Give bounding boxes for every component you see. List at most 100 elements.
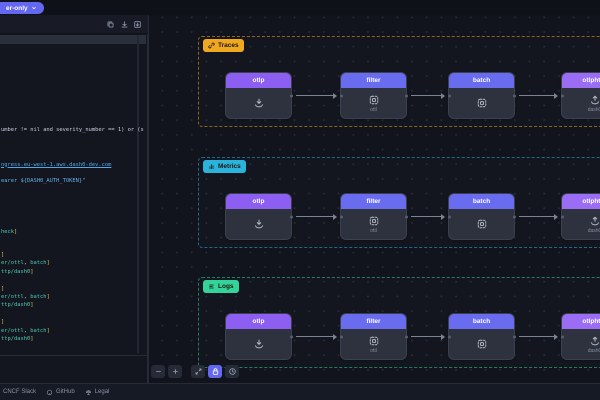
current-line-highlight (0, 35, 146, 44)
code-text: , (23, 260, 27, 267)
copy-icon (106, 20, 115, 29)
connection-handle (339, 215, 343, 218)
node-body (449, 209, 514, 239)
node-header: filter (341, 314, 406, 329)
node-body (226, 329, 291, 359)
node-body (449, 88, 514, 118)
node-otlphttp-exporter[interactable]: otlphttp dash0 (560, 314, 600, 359)
legal-icon (85, 389, 92, 396)
processor-icon (368, 215, 380, 227)
edge-arrow (296, 213, 337, 220)
group-label: Logs (218, 283, 234, 290)
group-badge-metrics: Metrics (203, 160, 246, 173)
edge-arrow (411, 92, 445, 99)
code-line: ttp/dash0] (1, 302, 33, 309)
lock-toggle-button[interactable] (208, 365, 222, 378)
node-body (449, 329, 514, 359)
connection-handle (512, 215, 516, 218)
connection-handle (447, 215, 451, 218)
node-subtitle: dash0 (587, 347, 600, 354)
footer-bar: CNCF Slack GitHub Legal (0, 383, 600, 400)
export-button[interactable] (133, 20, 142, 29)
footer-link-label: GitHub (56, 389, 75, 395)
code-text: ] (46, 294, 50, 300)
chevron-down-icon (31, 5, 37, 11)
node-filter-processor[interactable]: filter ottl (339, 314, 408, 359)
code-text: ttp/dash0 (1, 302, 31, 309)
code-text: heck (1, 229, 14, 235)
download-icon (120, 20, 129, 29)
editor-scrollbar[interactable] (137, 35, 139, 353)
group-label: Metrics (218, 163, 241, 170)
editor-divider (0, 355, 148, 356)
edge-arrow (411, 213, 445, 220)
group-label: Traces (218, 42, 239, 49)
code-line: er/ottl, batch] (1, 260, 50, 267)
controls-spacer (185, 365, 188, 378)
node-otlphttp-exporter[interactable]: otlphttp dash0 (560, 194, 600, 239)
pipeline-canvas[interactable] (148, 0, 600, 383)
zoom-out-icon (154, 367, 163, 376)
node-filter-processor[interactable]: filter ottl (339, 194, 408, 239)
node-body: ottl (341, 88, 406, 118)
node-otlp-receiver[interactable]: otlp (226, 314, 293, 359)
code-text: ] (46, 327, 50, 334)
node-header: otlphttp (562, 194, 600, 209)
node-subtitle: dash0 (587, 227, 600, 234)
code-text: earer ${DASH0_AUTH_TOKEN}" (1, 178, 86, 185)
zoom-out-button[interactable] (151, 365, 165, 378)
connection-handle (339, 94, 343, 97)
history-button[interactable] (225, 365, 239, 378)
code-text: batch (26, 294, 47, 300)
zoom-in-button[interactable] (168, 365, 182, 378)
footer-link-legal[interactable]: Legal (85, 389, 109, 396)
config-selector-button[interactable]: er-only (0, 2, 44, 14)
download-button[interactable] (120, 20, 129, 29)
code-text: ] (1, 252, 5, 258)
code-line: ttp/dash0] (1, 269, 33, 276)
group-badge-logs: Logs (203, 280, 239, 293)
footer-link-cncf-slack[interactable]: CNCF Slack (0, 389, 36, 396)
node-otlphttp-exporter[interactable]: otlphttp dash0 (560, 73, 600, 118)
code-url-link[interactable]: ngress.eu-west-1.aws.dash0-dev.com (1, 161, 112, 168)
code-line: er/ottl, batch] (1, 328, 50, 335)
connection-handle (512, 94, 516, 97)
zoom-in-icon (171, 367, 180, 376)
connection-handle (512, 335, 516, 338)
node-otlp-receiver[interactable]: otlp (226, 73, 293, 118)
node-body: dash0 (562, 329, 600, 359)
code-text: ] (30, 268, 34, 275)
code-line: heck] (1, 229, 17, 236)
fit-view-button[interactable] (191, 365, 205, 378)
config-selector-label: er-only (6, 4, 28, 12)
node-body: dash0 (562, 209, 600, 239)
node-batch-processor[interactable]: batch (447, 314, 516, 359)
pipeline-group-metrics: Metrics otlp filter ottl batch otlphttp … (198, 157, 600, 248)
connection-handle (289, 215, 293, 218)
node-otlp-receiver[interactable]: otlp (226, 194, 293, 239)
node-subtitle: dash0 (587, 106, 600, 113)
copy-button[interactable] (106, 20, 115, 29)
processor-icon (476, 218, 488, 230)
connection-handle (560, 335, 564, 338)
footer-link-github[interactable]: GitHub (46, 389, 75, 396)
connection-handle (289, 94, 293, 97)
node-body (226, 209, 291, 239)
edge-arrow (411, 333, 445, 340)
lock-icon (211, 367, 220, 376)
yaml-editor-panel[interactable]: umber != nil and severity_number == 1) o… (0, 15, 148, 383)
node-header: otlphttp (562, 73, 600, 88)
node-header: otlp (226, 73, 291, 88)
processor-icon (476, 97, 488, 109)
code-text: batch (26, 327, 47, 334)
code-line: ngress.eu-west-1.aws.dash0-dev.com (1, 162, 111, 169)
node-batch-processor[interactable]: batch (447, 194, 516, 239)
connection-handle (560, 215, 564, 218)
fit-view-icon (194, 367, 203, 376)
node-header: filter (341, 194, 406, 209)
code-line: ] (1, 252, 4, 259)
node-batch-processor[interactable]: batch (447, 73, 516, 118)
node-filter-processor[interactable]: filter ottl (339, 73, 408, 118)
bar-chart-icon (208, 163, 215, 170)
